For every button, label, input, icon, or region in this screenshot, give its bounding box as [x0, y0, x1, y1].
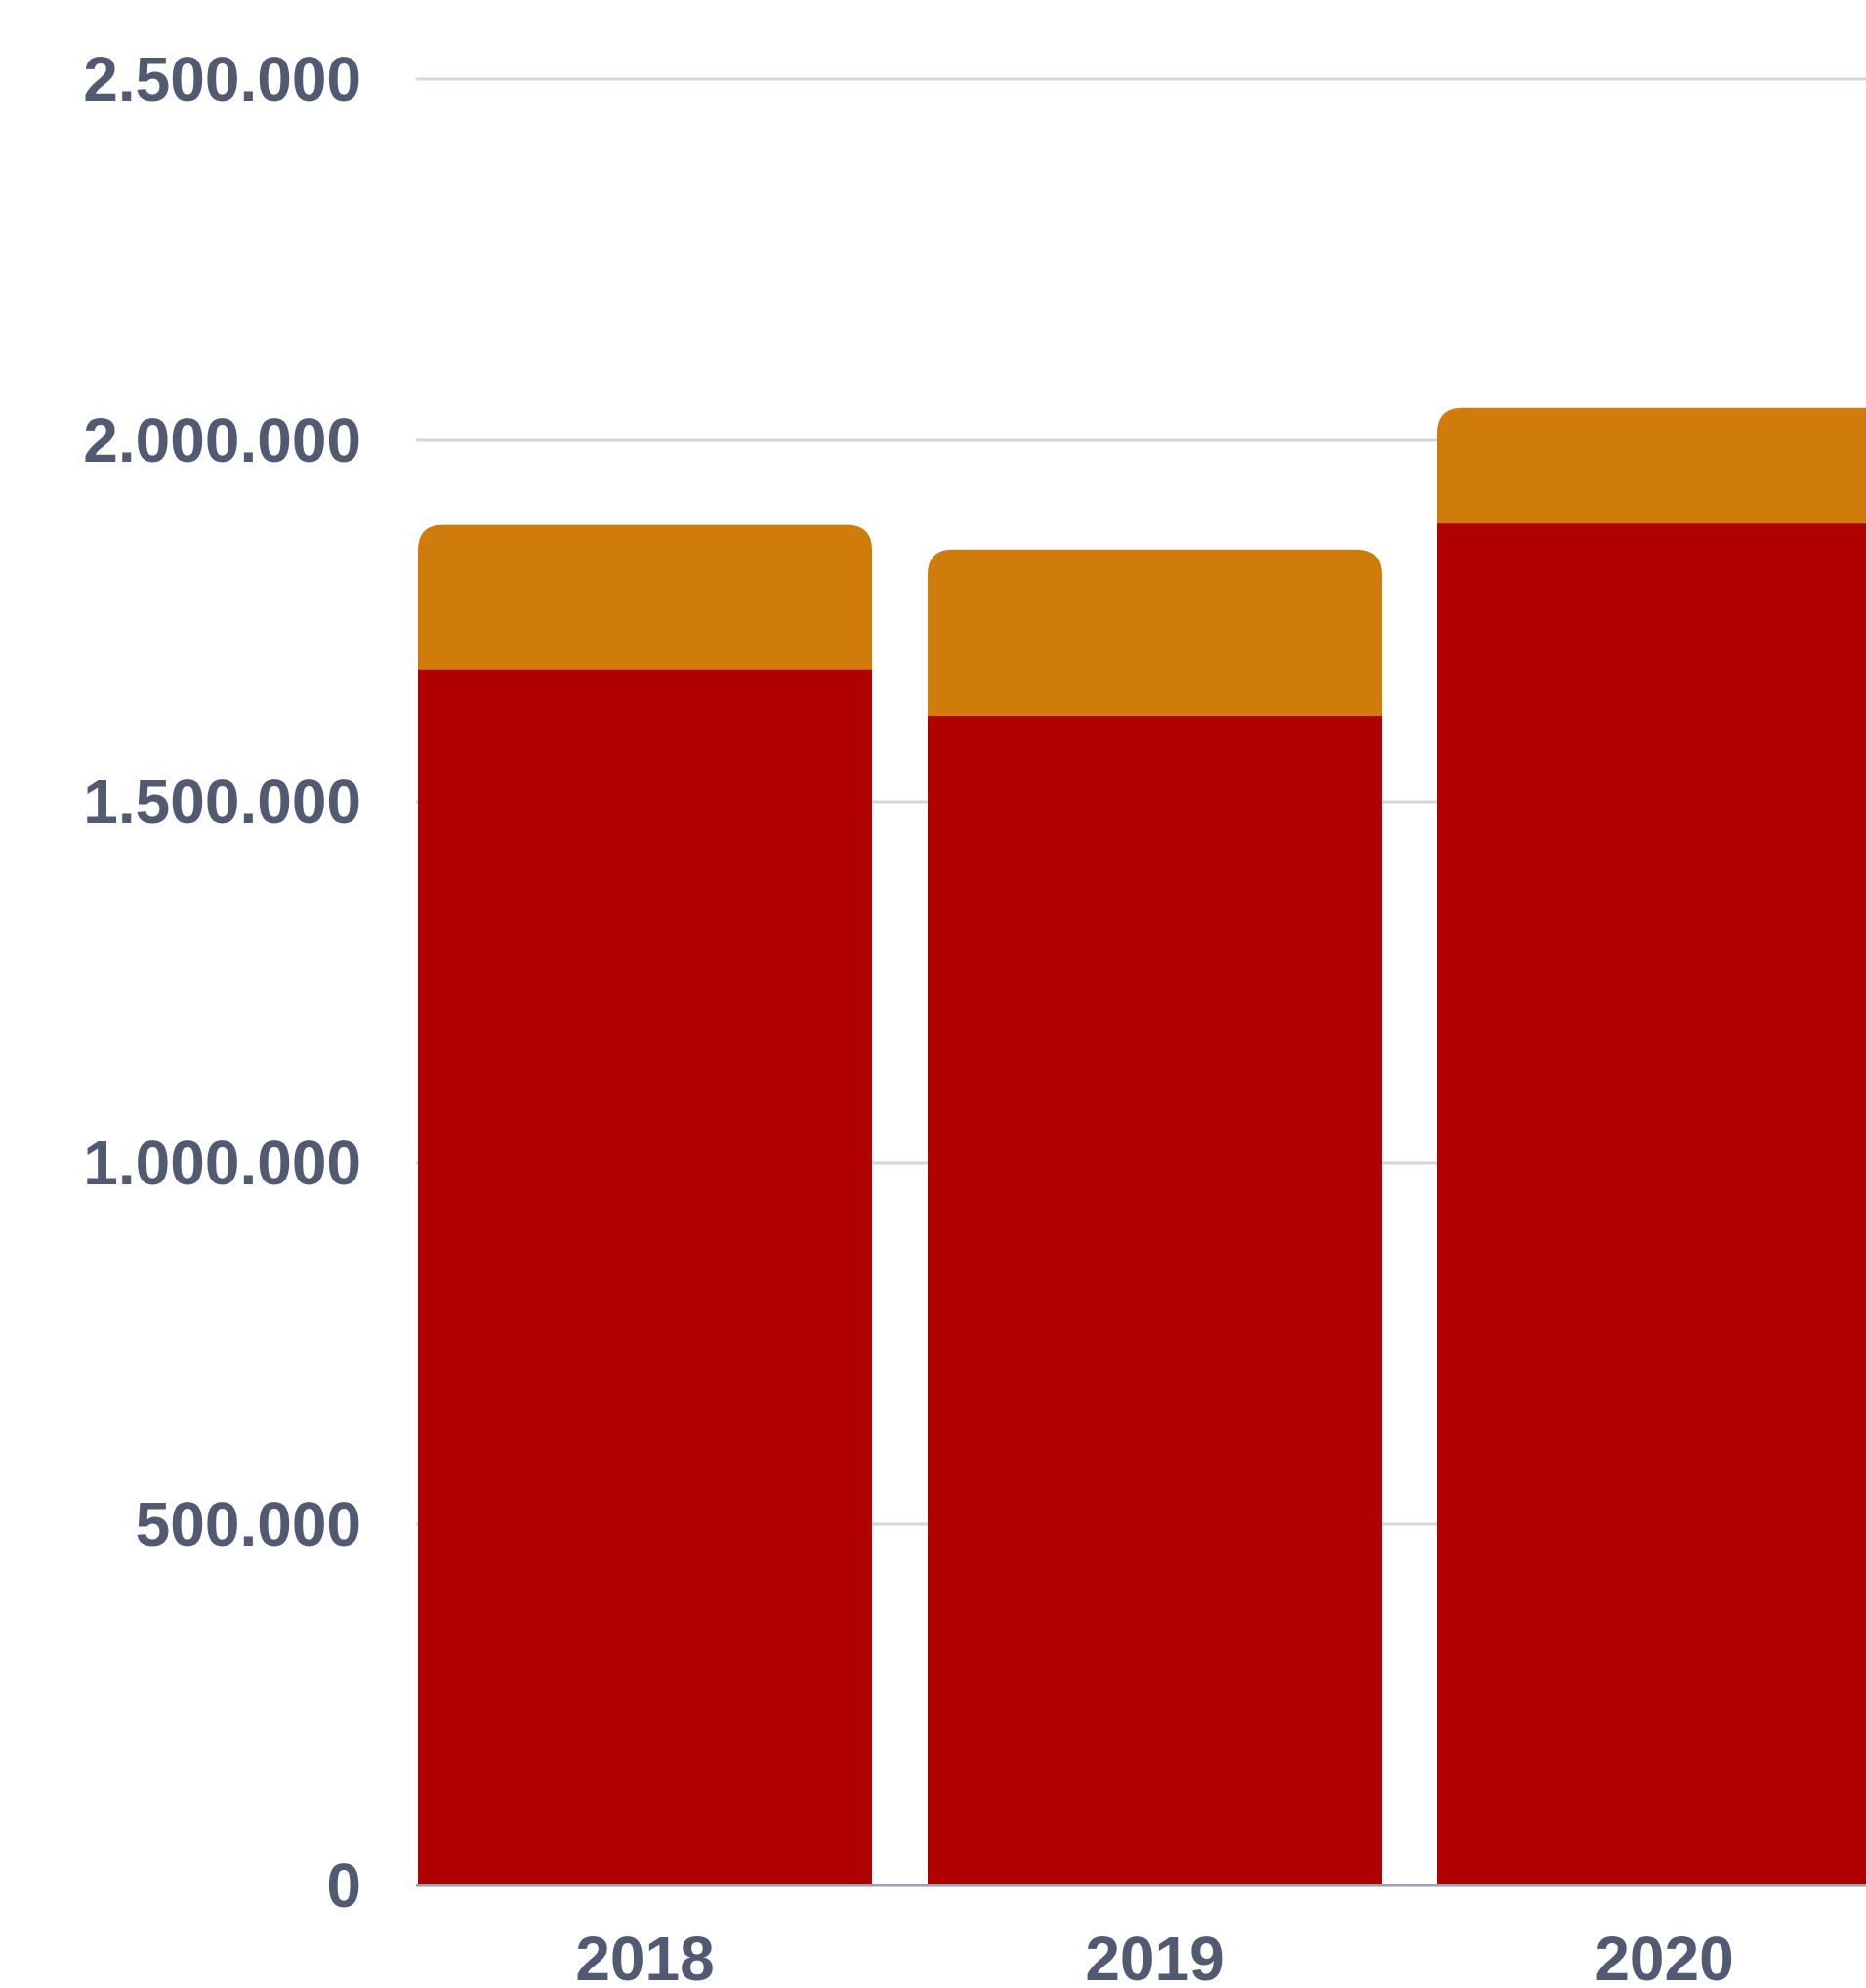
- y-axis-tick-labels: 0 500.000 1.000.000 1.500.000 2.000.000 2.500…: [83, 44, 361, 1921]
- bar-2020-series-2: [1437, 407, 1866, 524]
- bars: [418, 407, 1866, 1886]
- bar-2018-series-1: [418, 669, 872, 1885]
- x-tick-label-2020: 2020: [1595, 1924, 1733, 1988]
- bar-2020-series-1: [1437, 523, 1866, 1885]
- y-tick-label-1: 500.000: [136, 1489, 361, 1559]
- bar-2019-series-2: [928, 549, 1382, 716]
- bar-2019-series-1: [928, 715, 1382, 1886]
- bar-2018-series-2: [418, 524, 872, 670]
- x-tick-label-2019: 2019: [1085, 1924, 1223, 1988]
- y-tick-label-3: 1.500.000: [83, 766, 361, 837]
- y-tick-label-4: 2.000.000: [83, 405, 361, 476]
- y-tick-label-5: 2.500.000: [83, 44, 361, 114]
- y-tick-label-0: 0: [326, 1850, 361, 1921]
- x-axis-tick-labels: 2018 2019 2020: [575, 1924, 1733, 1988]
- y-tick-label-2: 1.000.000: [83, 1128, 361, 1198]
- x-tick-label-2018: 2018: [575, 1924, 714, 1988]
